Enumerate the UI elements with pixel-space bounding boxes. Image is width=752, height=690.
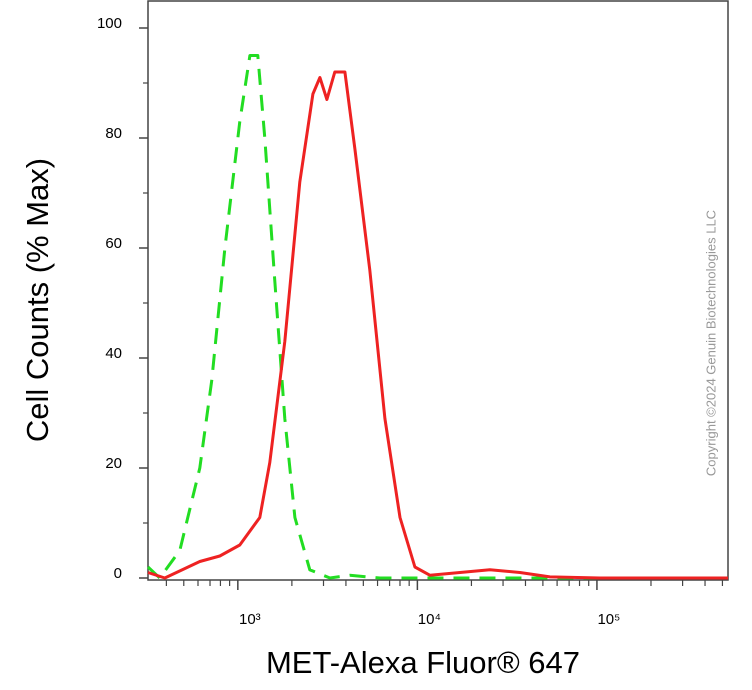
y-tick-label: 40	[105, 345, 122, 362]
y-tick-label: 60	[105, 235, 122, 252]
y-tick-label: 20	[105, 455, 122, 472]
x-tick-label: 10⁴	[418, 611, 441, 628]
series-line	[146, 54, 728, 580]
plot-frame	[147, 0, 729, 581]
x-tick-label: 10⁵	[597, 611, 620, 628]
y-axis-label: Cell Counts (% Max)	[20, 158, 55, 442]
y-tick-label: 0	[114, 565, 122, 582]
x-axis-label: MET-Alexa Fluor® 647	[266, 645, 580, 680]
series-line	[147, 70, 728, 580]
y-tick-label: 80	[105, 125, 122, 142]
y-tick-label: 100	[97, 15, 122, 32]
x-tick-label: 10³	[239, 611, 261, 628]
watermark: Copyright ©2024 Genuin Biotechnologies L…	[703, 210, 718, 476]
